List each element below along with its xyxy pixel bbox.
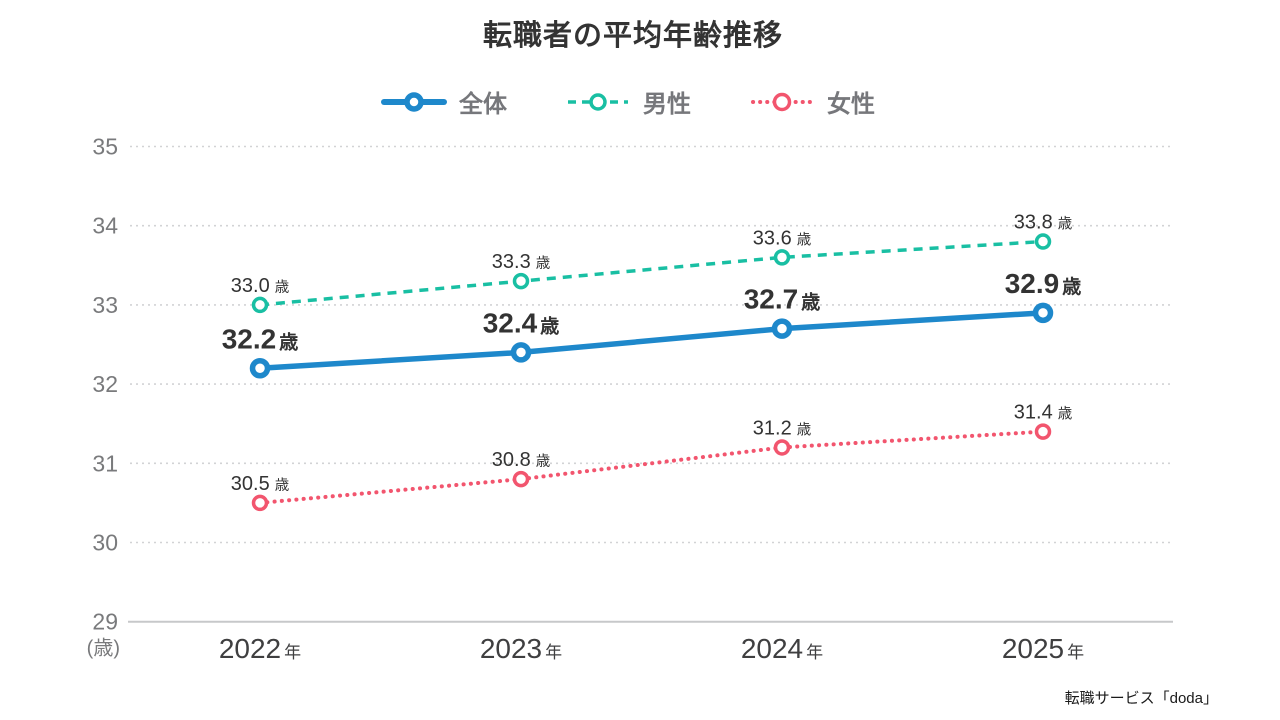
marker-female-2024 (773, 439, 791, 456)
x-tick-label-2024: 2024 年 (741, 633, 823, 664)
chart-title: 転職者の平均年齢推移 (482, 20, 783, 52)
legend: 全体 男性 女性 (0, 84, 1256, 119)
point-label-overall-2025: 32.9 歳 (1005, 268, 1082, 299)
source-credit: 転職サービス「doda」 (1064, 690, 1218, 707)
y-tick-label-33: 33 (92, 292, 118, 318)
y-tick-label-31: 31 (92, 450, 118, 476)
legend-marker-female-icon (751, 92, 813, 111)
point-label-female-2022: 30.5 歳 (231, 473, 289, 495)
marker-overall-2022 (249, 358, 271, 379)
point-label-male-2023: 33.3 歳 (492, 251, 550, 273)
marker-female-2022 (251, 494, 269, 512)
y-tick-label-30: 30 (92, 530, 118, 556)
y-tick-label-34: 34 (92, 213, 118, 239)
series-line-overall (257, 310, 1046, 372)
x-tick-label-2022: 2022 年 (219, 633, 301, 664)
marker-male-2025 (1034, 233, 1052, 250)
legend-item-overall: 全体 (381, 84, 507, 119)
legend-item-male: 男性 (565, 84, 691, 119)
point-label-male-2022: 33.0 歳 (231, 275, 289, 297)
marker-overall-2024 (771, 318, 793, 339)
marker-female-2023 (512, 470, 530, 488)
series-line-female (258, 429, 1045, 505)
point-label-female-2023: 30.8 歳 (492, 449, 550, 471)
marker-female-2025 (1034, 423, 1052, 440)
legend-label-overall: 全体 (459, 91, 507, 118)
legend-marker-overall-icon (381, 91, 447, 112)
legend-label-male: 男性 (643, 91, 691, 118)
y-tick-label-35: 35 (92, 134, 118, 160)
x-tick-label-2025: 2025 年 (1002, 633, 1084, 664)
point-label-female-2025: 31.4 歳 (1014, 402, 1072, 424)
point-label-overall-2022: 32.2 歳 (222, 323, 299, 354)
point-label-overall-2024: 32.7 歳 (744, 284, 821, 315)
marker-male-2024 (773, 249, 791, 266)
marker-male-2023 (512, 272, 530, 290)
point-label-male-2025: 33.8 歳 (1014, 212, 1072, 234)
y-tick-label-32: 32 (92, 371, 118, 397)
y-tick-label-29: 29 (92, 609, 118, 635)
point-label-overall-2023: 32.4 歳 (483, 307, 560, 338)
marker-male-2022 (251, 296, 269, 314)
marker-overall-2023 (510, 342, 532, 363)
y-axis-unit-label: (歳) (87, 637, 120, 660)
point-label-female-2024: 31.2 歳 (753, 417, 811, 439)
point-label-male-2024: 33.6 歳 (753, 227, 811, 249)
legend-marker-male-icon (568, 92, 628, 111)
x-tick-label-2023: 2023 年 (480, 633, 562, 664)
series-line-male (259, 239, 1044, 307)
legend-item-female: 女性 (749, 84, 875, 119)
legend-label-female: 女性 (827, 91, 875, 118)
marker-overall-2025 (1032, 302, 1054, 324)
